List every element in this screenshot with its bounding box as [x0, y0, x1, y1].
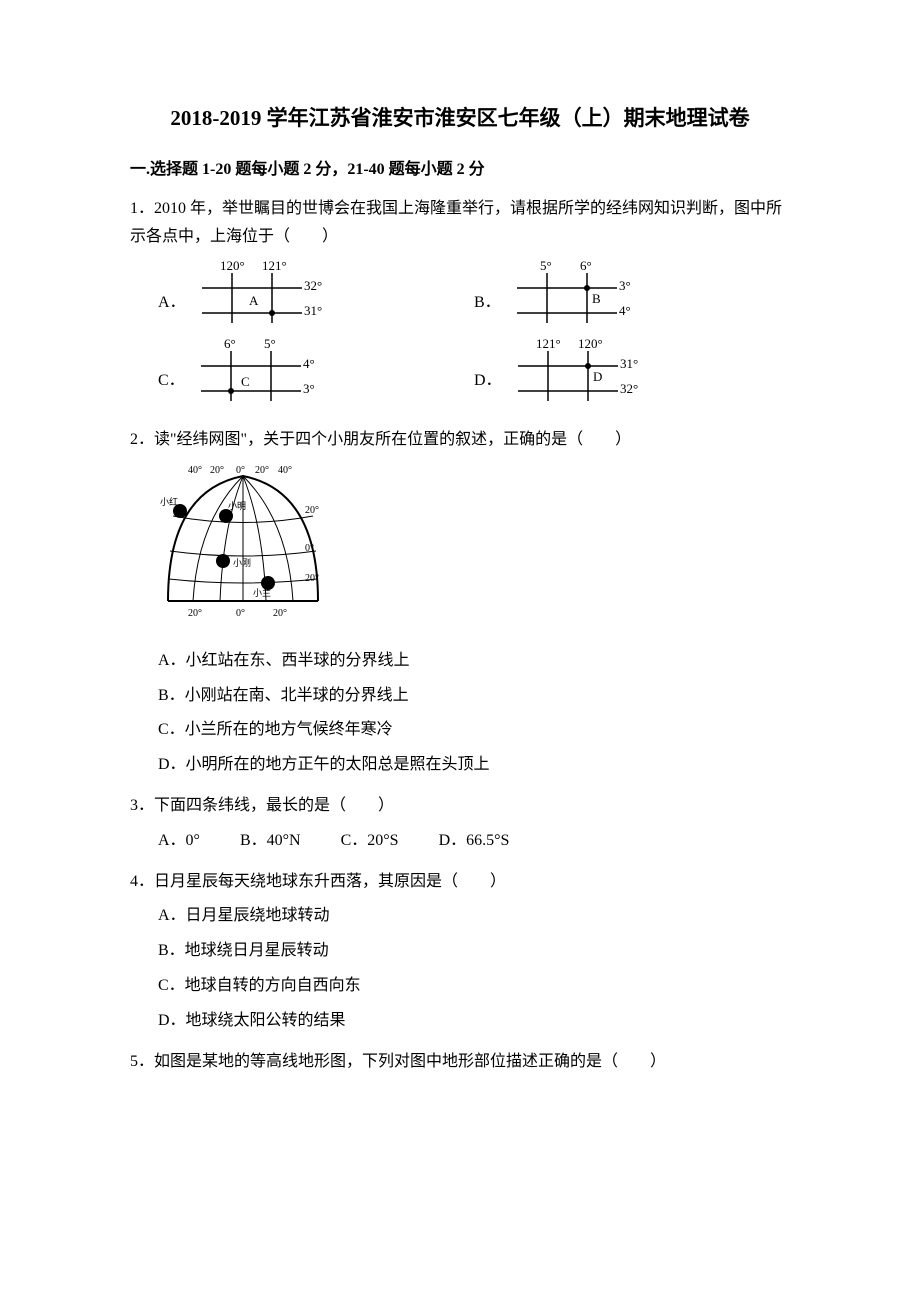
svg-text:4°: 4°: [303, 356, 315, 371]
question-4: 4．日月星辰每天绕地球东升西落，其原因是（ ） A．日月星辰绕地球转动 B．地球…: [130, 868, 790, 1036]
exam-title: 2018-2019 学年江苏省淮安市淮安区七年级（上）期末地理试卷: [130, 100, 790, 138]
q4-opt-a: A．日月星辰绕地球转动: [158, 902, 790, 931]
q2-opt-d: D．小明所在的地方正午的太阳总是照在头顶上: [158, 751, 790, 780]
q3-opt-c: C．20°S: [341, 827, 399, 856]
q2-opt-a: A．小红站在东、西半球的分界线上: [158, 647, 790, 676]
q2-hemisphere-icon: 40° 20° 0° 20° 40° 20° 0° 20° 20° 0° 20°…: [158, 461, 328, 626]
svg-text:31°: 31°: [620, 356, 638, 371]
svg-text:40°: 40°: [278, 465, 292, 476]
svg-text:121°: 121°: [536, 336, 561, 351]
q2-text: 2．读"经纬网图"，关于四个小朋友所在位置的叙述，正确的是（ ）: [130, 426, 790, 455]
q1-grid-c-icon: 6° 5° 4° 3° C: [191, 336, 341, 406]
q5-text: 5．如图是某地的等高线地形图，下列对图中地形部位描述正确的是（ ）: [130, 1048, 790, 1077]
svg-text:5°: 5°: [540, 258, 552, 273]
q4-opt-d: D．地球绕太阳公转的结果: [158, 1007, 790, 1036]
svg-text:20°: 20°: [305, 505, 319, 516]
question-2: 2．读"经纬网图"，关于四个小朋友所在位置的叙述，正确的是（ ） 40° 20°…: [130, 426, 790, 780]
svg-text:0°: 0°: [305, 543, 314, 554]
svg-text:31°: 31°: [304, 303, 322, 318]
q1-opt-b-label: B．: [474, 289, 501, 328]
svg-text:6°: 6°: [580, 258, 592, 273]
svg-text:3°: 3°: [303, 381, 315, 396]
q3-opt-a: A．0°: [158, 827, 200, 856]
svg-text:32°: 32°: [620, 381, 638, 396]
q4-options: A．日月星辰绕地球转动 B．地球绕日月星辰转动 C．地球自转的方向自西向东 D．…: [130, 902, 790, 1035]
svg-text:A: A: [249, 293, 259, 308]
svg-text:4°: 4°: [619, 303, 631, 318]
svg-text:B: B: [592, 291, 601, 306]
q1-opt-c-label: C．: [158, 367, 185, 406]
q1-options-row: A． 120° 121° 32° 31° A B． 5° 6°: [130, 258, 790, 414]
q1-opt-d-cell: D． 121° 120° 31° 32° D: [474, 336, 790, 406]
svg-text:D: D: [593, 369, 602, 384]
svg-text:C: C: [241, 374, 250, 389]
svg-text:小兰: 小兰: [253, 587, 271, 598]
svg-text:32°: 32°: [304, 278, 322, 293]
q3-opt-d: D．66.5°S: [439, 827, 510, 856]
svg-text:40°: 40°: [188, 465, 202, 476]
q1-opt-a-label: A．: [158, 289, 186, 328]
q4-text: 4．日月星辰每天绕地球东升西落，其原因是（ ）: [130, 868, 790, 897]
q3-options: A．0° B．40°N C．20°S D．66.5°S: [130, 827, 790, 856]
svg-text:小红: 小红: [160, 496, 178, 507]
svg-text:120°: 120°: [220, 258, 245, 273]
q1-grid-d-icon: 121° 120° 31° 32° D: [508, 336, 658, 406]
q1-opt-a-cell: A． 120° 121° 32° 31° A: [158, 258, 474, 328]
svg-text:小明: 小明: [228, 501, 246, 511]
q2-opt-b: B．小刚站在南、北半球的分界线上: [158, 682, 790, 711]
svg-text:5°: 5°: [264, 336, 276, 351]
svg-text:0°: 0°: [236, 608, 245, 619]
svg-text:20°: 20°: [273, 608, 287, 619]
q2-opt-c: C．小兰所在的地方气候终年寒冷: [158, 716, 790, 745]
svg-text:6°: 6°: [224, 336, 236, 351]
q2-options: A．小红站在东、西半球的分界线上 B．小刚站在南、北半球的分界线上 C．小兰所在…: [130, 647, 790, 780]
q3-opt-b: B．40°N: [240, 827, 301, 856]
svg-text:20°: 20°: [305, 573, 319, 584]
q1-text: 1．2010 年，举世瞩目的世博会在我国上海隆重举行，请根据所学的经纬网知识判断…: [130, 195, 790, 253]
q1-grid-b-icon: 5° 6° 3° 4° B: [507, 258, 657, 328]
svg-text:20°: 20°: [188, 608, 202, 619]
svg-text:120°: 120°: [578, 336, 603, 351]
section-header: 一.选择题 1-20 题每小题 2 分，21-40 题每小题 2 分: [130, 156, 790, 185]
svg-text:0°: 0°: [236, 465, 245, 476]
q1-opt-c-cell: C． 6° 5° 4° 3° C: [158, 336, 474, 406]
q4-opt-c: C．地球自转的方向自西向东: [158, 972, 790, 1001]
q3-text: 3．下面四条纬线，最长的是（ ）: [130, 792, 790, 821]
question-5: 5．如图是某地的等高线地形图，下列对图中地形部位描述正确的是（ ）: [130, 1048, 790, 1077]
svg-text:20°: 20°: [210, 465, 224, 476]
svg-text:小刚: 小刚: [233, 558, 251, 568]
question-3: 3．下面四条纬线，最长的是（ ） A．0° B．40°N C．20°S D．66…: [130, 792, 790, 856]
q4-opt-b: B．地球绕日月星辰转动: [158, 937, 790, 966]
svg-text:3°: 3°: [619, 278, 631, 293]
q2-figure: 40° 20° 0° 20° 40° 20° 0° 20° 20° 0° 20°…: [130, 461, 790, 637]
q1-opt-d-label: D．: [474, 367, 502, 406]
svg-text:121°: 121°: [262, 258, 287, 273]
svg-text:20°: 20°: [255, 465, 269, 476]
q1-grid-a-icon: 120° 121° 32° 31° A: [192, 258, 342, 328]
question-1: 1．2010 年，举世瞩目的世博会在我国上海隆重举行，请根据所学的经纬网知识判断…: [130, 195, 790, 415]
q1-opt-b-cell: B． 5° 6° 3° 4° B: [474, 258, 790, 328]
